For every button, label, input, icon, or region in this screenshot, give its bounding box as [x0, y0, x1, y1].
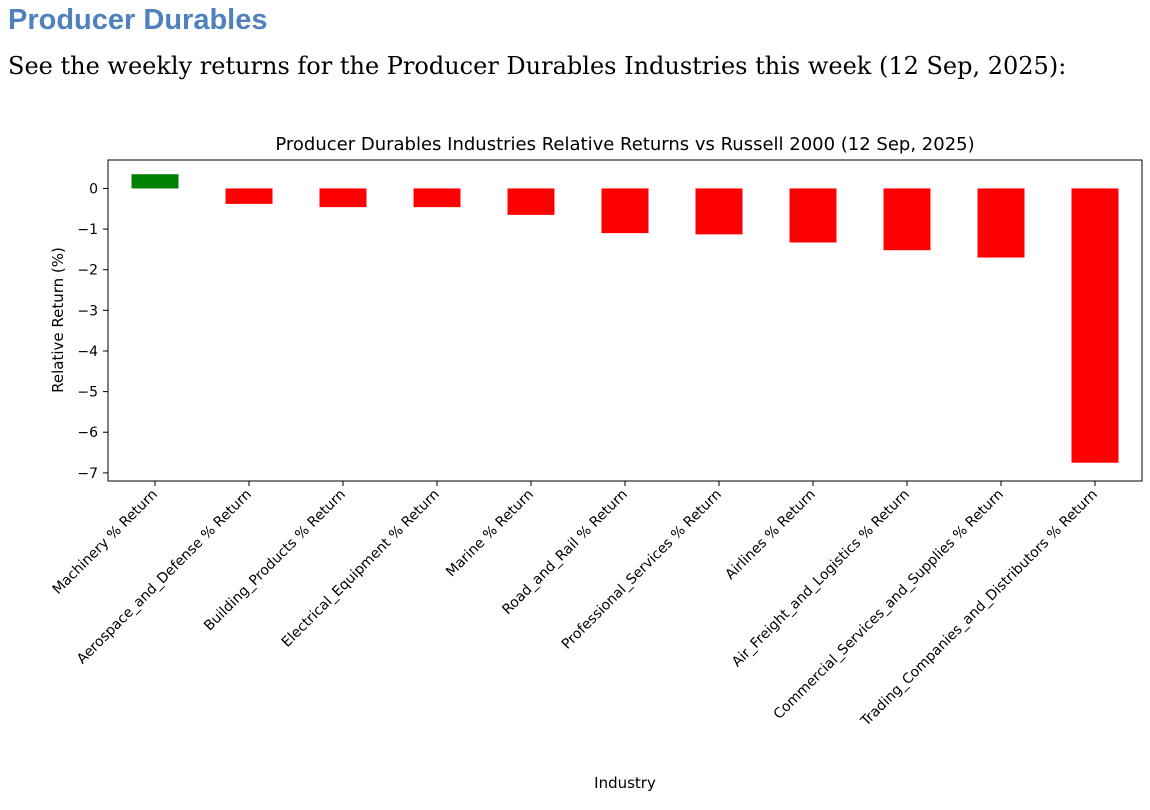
bar-5 [507, 188, 555, 215]
x-tick-label: Aerospace_and_Defense % Return [74, 487, 255, 668]
bar-1 [131, 174, 179, 189]
bar-3 [319, 188, 367, 208]
bar-11 [1071, 188, 1119, 463]
x-tick-label: Machinery % Return [50, 487, 161, 598]
y-tick-label: −3 [77, 303, 98, 319]
y-axis-label: Relative Return (%) [49, 247, 67, 393]
y-ticks-layer: 0 −1 −2 −3 −4 −5 −6 −7 [77, 181, 108, 482]
y-tick-label: −4 [77, 344, 98, 360]
y-tick-label: −7 [77, 466, 98, 482]
bar-10 [977, 188, 1025, 258]
x-tick-label: Marine % Return [443, 487, 537, 581]
bar-6 [601, 188, 649, 234]
intro-paragraph: See the weekly returns for the Producer … [8, 52, 1067, 80]
x-tick-label: Airlines % Return [722, 487, 818, 583]
y-tick-label: −6 [77, 425, 98, 441]
bar-9 [883, 188, 931, 251]
chart-title: Producer Durables Industries Relative Re… [275, 134, 974, 155]
x-tick-label: Air_Freight_and_Logistics % Return [729, 487, 913, 671]
bar-2 [225, 188, 273, 204]
y-tick-label: 0 [89, 181, 98, 197]
y-tick-label: −2 [77, 263, 98, 279]
x-axis-label: Industry [594, 774, 656, 792]
page-heading: Producer Durables [8, 4, 268, 36]
x-ticks-layer: Machinery % ReturnAerospace_and_Defense … [50, 481, 1101, 730]
bar-7 [695, 188, 743, 235]
bars-layer [131, 174, 1119, 463]
y-tick-label: −1 [77, 222, 98, 238]
x-tick-label: Professional_Services % Return [559, 487, 725, 653]
x-tick-label: Electrical_Equipment % Return [279, 487, 443, 651]
plot-frame [107, 159, 1143, 482]
bar-4 [413, 188, 461, 208]
y-tick-label: −5 [77, 385, 98, 401]
bar-8 [789, 188, 837, 243]
